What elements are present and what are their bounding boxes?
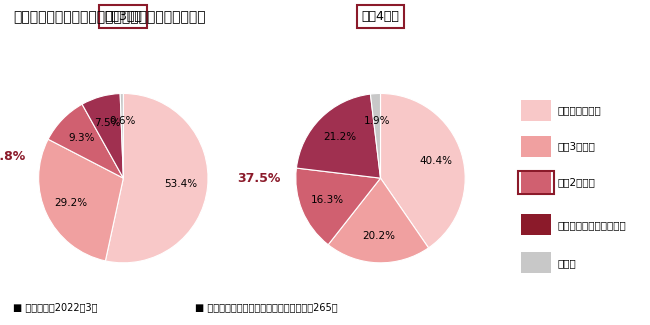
Text: 毎日食べている: 毎日食べている	[558, 105, 601, 115]
Text: 0.6%: 0.6%	[109, 116, 135, 125]
Text: 37.5%: 37.5%	[237, 172, 281, 185]
Wedge shape	[38, 139, 124, 261]
Wedge shape	[380, 94, 465, 248]
Wedge shape	[48, 104, 124, 178]
FancyBboxPatch shape	[521, 172, 551, 193]
Text: その他: その他	[558, 258, 577, 268]
Text: ■ 調査対象：神戸女子大学３年生・４年生265人: ■ 調査対象：神戸女子大学３年生・４年生265人	[195, 302, 337, 312]
Text: 40.4%: 40.4%	[419, 156, 452, 166]
Text: 16.8%: 16.8%	[0, 150, 26, 163]
Wedge shape	[296, 168, 380, 245]
Wedge shape	[370, 94, 380, 178]
FancyBboxPatch shape	[521, 136, 551, 157]
Wedge shape	[105, 94, 208, 263]
Text: 9.3%: 9.3%	[69, 133, 96, 143]
Title: 大学3年生: 大学3年生	[105, 9, 142, 22]
Text: 週に2回以下: 週に2回以下	[558, 177, 595, 188]
Text: 20.2%: 20.2%	[362, 231, 395, 241]
Text: 53.4%: 53.4%	[164, 179, 197, 189]
FancyBboxPatch shape	[521, 100, 551, 121]
Text: 16.3%: 16.3%	[311, 195, 344, 205]
Wedge shape	[296, 94, 380, 178]
FancyBboxPatch shape	[521, 252, 551, 273]
Wedge shape	[328, 178, 428, 263]
Wedge shape	[120, 94, 124, 178]
Wedge shape	[82, 94, 124, 178]
Text: 全く・ほとんど食べない: 全く・ほとんど食べない	[558, 220, 627, 230]
Text: 週に3回以上: 週に3回以上	[558, 141, 595, 151]
Text: ■ 調査時期：2022年3月: ■ 調査時期：2022年3月	[13, 302, 98, 312]
Text: 21.2%: 21.2%	[323, 133, 356, 142]
Title: 大学4年生: 大学4年生	[361, 9, 400, 22]
FancyBboxPatch shape	[521, 214, 551, 235]
Text: 7.5%: 7.5%	[94, 118, 121, 128]
Text: 29.2%: 29.2%	[55, 198, 88, 208]
Text: 1.9%: 1.9%	[364, 116, 390, 126]
Text: 朝食に関するアンケート：朝食は食べていますか？: 朝食に関するアンケート：朝食は食べていますか？	[13, 10, 205, 24]
